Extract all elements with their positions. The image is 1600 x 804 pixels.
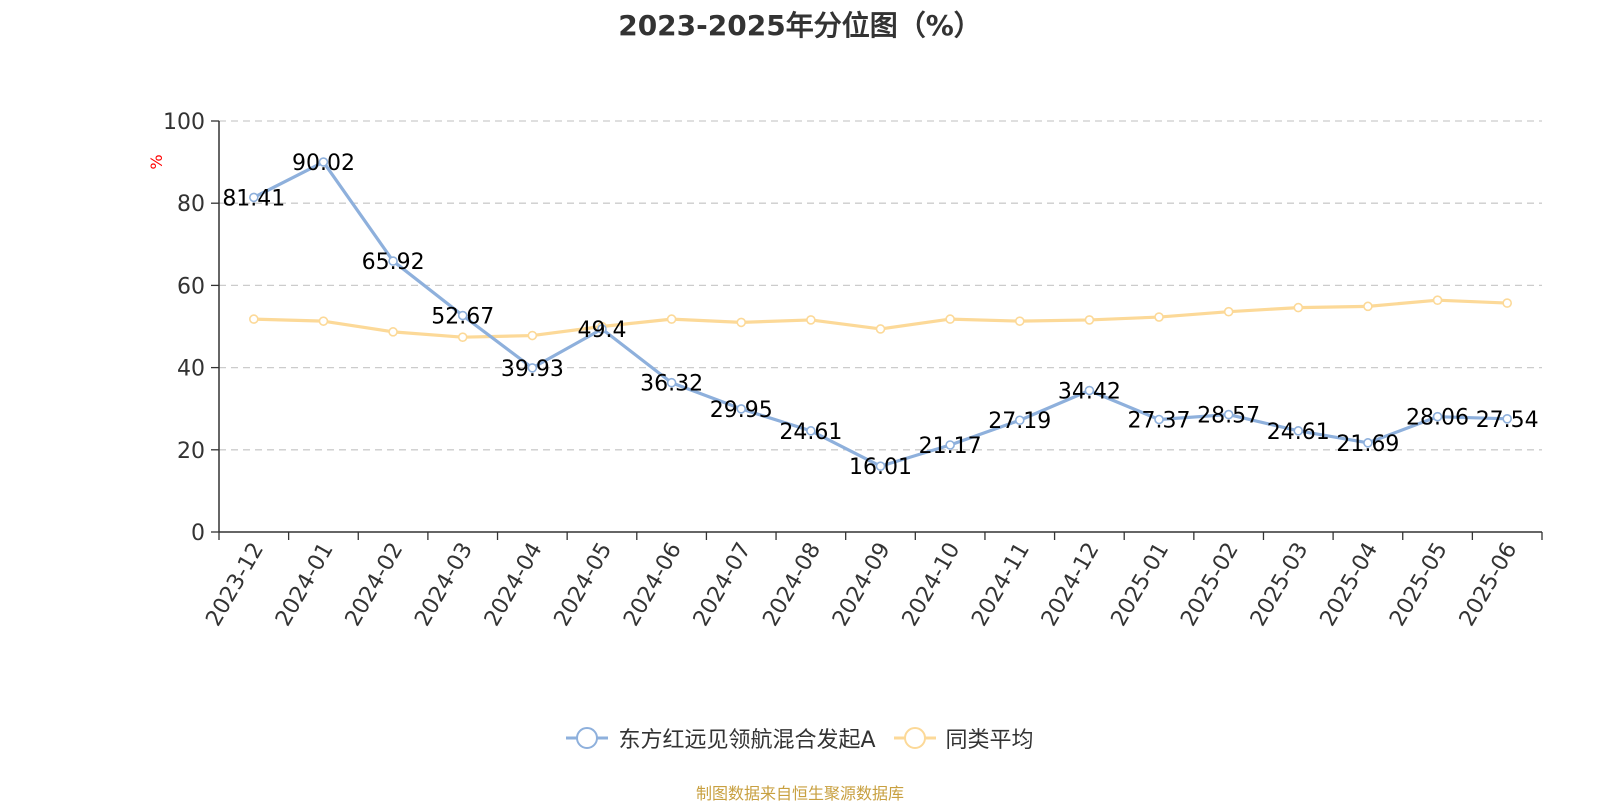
legend-item-fund[interactable]: 东方红远见领航混合发起A: [566, 722, 876, 754]
x-tick-label: 2023-12: [201, 539, 269, 631]
data-point-0: [597, 324, 607, 334]
data-label: 28.06: [1406, 406, 1469, 431]
data-label: 49.4: [577, 318, 626, 343]
legend-average-label: 同类平均: [945, 728, 1034, 753]
x-tick-label: 2024-08: [758, 539, 826, 631]
data-point-1: [388, 327, 398, 337]
y-tick-label: 40: [177, 357, 205, 382]
data-point-0: [945, 440, 955, 450]
y-axis-title: %: [147, 154, 166, 169]
data-label: 21.69: [1336, 432, 1399, 457]
data-point-0: [1432, 411, 1443, 422]
data-point-1: [249, 314, 259, 324]
y-tick-label: 20: [177, 439, 205, 464]
x-tick-label: 2024-12: [1037, 539, 1105, 631]
x-tick-label: 2024-02: [341, 539, 409, 631]
data-point-0: [666, 377, 677, 388]
x-tick-label: 2024-04: [480, 539, 548, 631]
data-point-0: [1363, 438, 1373, 448]
data-point-0: [318, 157, 329, 167]
data-point-1: [1502, 298, 1512, 308]
data-point-1: [875, 324, 886, 334]
data-labels: 81.4190.0265.9252.6739.9349.436.3229.952…: [222, 151, 1538, 480]
data-point-0: [1154, 414, 1164, 425]
data-point-0: [388, 256, 398, 266]
data-point-1: [1223, 306, 1234, 317]
data-label: 52.67: [431, 305, 494, 330]
data-point-0: [457, 310, 468, 321]
grid-lines: [219, 120, 1542, 451]
data-point-1: [1014, 316, 1025, 326]
y-tick-label: 80: [177, 192, 205, 217]
data-label: 21.17: [919, 434, 982, 459]
legend-item-average[interactable]: 同类平均: [893, 722, 1034, 754]
data-point-1: [1432, 295, 1443, 305]
x-tick-label: 2025-03: [1246, 539, 1314, 631]
x-tick-label: 2024-09: [828, 539, 896, 631]
data-label: 81.41: [222, 186, 285, 211]
data-point-1: [457, 332, 468, 342]
data-point-1: [736, 317, 747, 328]
legend-fund-label: 东方红远见领航混合发起A: [618, 728, 876, 753]
data-point-1: [945, 314, 955, 324]
x-tick-label: 2024-01: [271, 539, 339, 631]
data-point-1: [1363, 301, 1373, 312]
data-point-1: [1154, 312, 1164, 322]
x-tick-label: 2024-10: [898, 539, 966, 631]
data-point-1: [1293, 302, 1304, 313]
x-tick-label: 2025-01: [1107, 539, 1175, 631]
data-point-1: [806, 315, 816, 325]
x-tick-label: 2025-02: [1176, 539, 1244, 631]
data-label: 65.92: [362, 250, 425, 275]
x-tick-label: 2025-04: [1316, 539, 1384, 631]
y-tick-label: 100: [163, 110, 205, 135]
data-point-0: [736, 404, 747, 414]
data-point-0: [875, 461, 886, 471]
data-label: 36.32: [640, 372, 703, 397]
x-tick-label: 2024-03: [410, 539, 478, 631]
data-point-1: [527, 330, 538, 341]
chart-title: 2023-2025年分位图（%）: [618, 9, 982, 42]
data-label: 39.93: [501, 357, 564, 382]
y-tick-label: 0: [191, 521, 205, 546]
data-label: 27.37: [1128, 409, 1191, 434]
data-point-0: [1014, 415, 1025, 426]
data-point-1: [318, 316, 329, 326]
data-label: 16.01: [849, 455, 912, 480]
data-point-0: [1223, 409, 1234, 420]
data-point-0: [1084, 385, 1095, 396]
data-label: 27.19: [988, 409, 1051, 434]
data-point-0: [1293, 426, 1304, 436]
x-tick-label: 2025-06: [1455, 539, 1523, 631]
data-point-1: [666, 314, 677, 324]
x-tick-label: 2024-05: [550, 539, 618, 631]
x-tick-label: 2025-05: [1385, 539, 1453, 631]
data-label: 90.02: [292, 151, 355, 176]
data-label: 24.61: [1267, 420, 1330, 445]
series-lines: [249, 157, 1512, 471]
data-label: 27.54: [1476, 408, 1539, 433]
x-tick-label: 2024-06: [619, 539, 687, 631]
data-label: 24.61: [779, 420, 842, 445]
data-point-1: [1084, 315, 1095, 325]
x-tick-label: 2024-07: [689, 539, 757, 631]
data-point-0: [1502, 414, 1512, 424]
source-note: 制图数据来自恒生聚源数据库: [695, 784, 904, 803]
x-tick-label: 2024-11: [967, 539, 1035, 631]
data-label: 28.57: [1197, 404, 1260, 429]
data-label: 34.42: [1058, 380, 1121, 405]
legend-fund-marker-icon: [566, 727, 609, 749]
data-point-0: [527, 363, 538, 373]
legend: 东方红远见领航混合发起A 同类平均: [0, 722, 1600, 754]
legend-average-marker-icon: [893, 727, 936, 749]
data-label: 29.95: [710, 398, 773, 423]
data-point-0: [806, 426, 816, 436]
data-point-0: [249, 192, 259, 203]
y-tick-label: 60: [177, 274, 205, 299]
